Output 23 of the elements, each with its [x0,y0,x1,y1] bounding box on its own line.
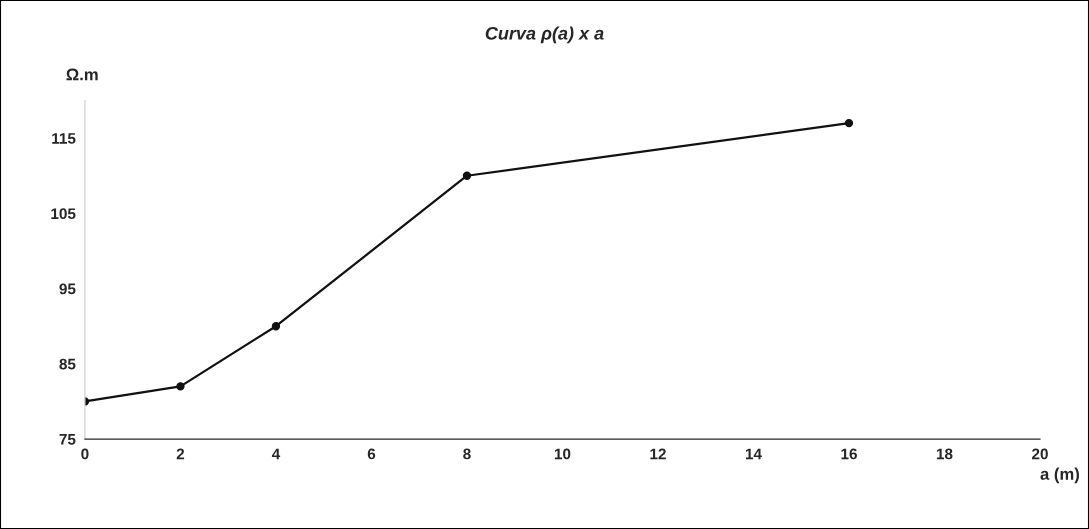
x-tick-label: 0 [81,448,89,460]
y-tick-label: 75 [59,434,76,445]
x-tick-label: 4 [271,448,281,460]
point [271,322,281,331]
x-tick-label: 10 [554,448,571,460]
x-axis-title: a (m) [1040,467,1079,484]
y-axis-title: Ω.m [66,68,98,81]
y-tick-label: 85 [59,358,76,370]
x-tick-label: 6 [367,448,376,460]
x-tick-label: 2 [176,448,185,460]
chart-title: Curva ρ(a) x a [485,26,604,44]
y-tick-label: 105 [51,208,76,220]
x-tick-label: 20 [1032,448,1048,460]
x-tick-label: 18 [936,448,953,460]
point [844,118,854,128]
y-tick-label: 115 [52,133,76,144]
x-tick-label: 8 [463,448,471,460]
point [176,382,185,391]
y-tick-label: 95 [59,283,76,295]
x-tick-label: 14 [745,448,762,460]
point [462,171,472,180]
x-tick-label: 16 [841,448,857,460]
x-tick-label: 12 [650,448,666,460]
